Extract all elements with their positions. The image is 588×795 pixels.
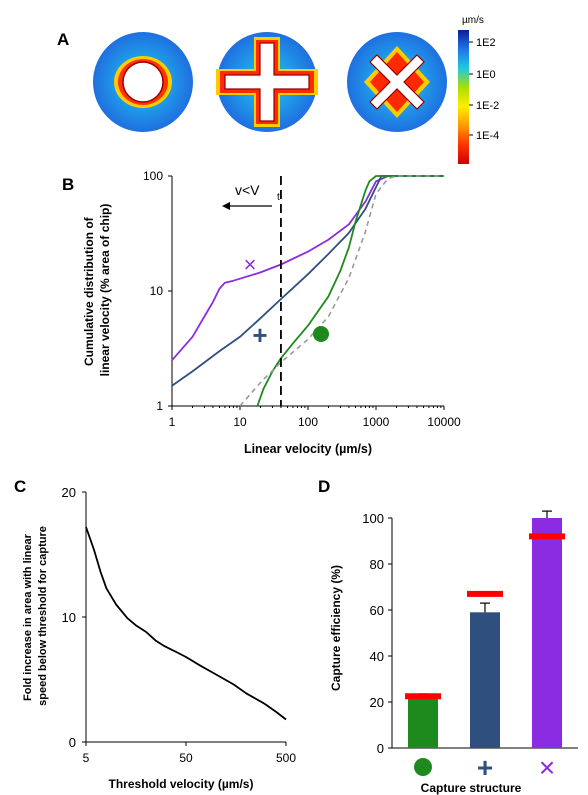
panel-d-plot: 0 20 40 60 80 100 + × <box>362 510 578 783</box>
panel-c-ylabel-line2: speed below threshold for capture <box>37 526 49 706</box>
marker-circle <box>313 326 329 342</box>
panel-d-ytick-label: 100 <box>362 511 384 526</box>
predicted-mark-circle <box>405 693 441 700</box>
panel-b-ytick-label: 1 <box>156 399 163 413</box>
bar-plus <box>470 612 500 748</box>
category-circle-icon <box>414 758 432 776</box>
panel-c-line <box>85 526 287 721</box>
panel-a: A µm/s 1E2 1E0 1E-2 1E-4 <box>57 15 499 164</box>
series-cross-line <box>171 175 444 361</box>
panel-b-ytick-label: 100 <box>143 169 163 183</box>
colorbar: µm/s 1E2 1E0 1E-2 1E-4 <box>458 15 499 164</box>
cross-post-shape <box>369 54 425 110</box>
panel-c-plot: 5 50 500 0 10 20 <box>62 485 297 765</box>
series-dashed-line <box>239 175 444 407</box>
panel-b-xtick-label: 100 <box>298 415 318 429</box>
colorbar-gradient <box>458 30 469 164</box>
panel-d-xlabel: Capture structure <box>421 781 522 795</box>
panel-c-ylabel-line1: Fold increase in area with linear <box>22 533 34 701</box>
bar-cross <box>532 518 562 748</box>
category-plus-icon: + <box>477 752 493 783</box>
panel-b-xtick-label: 1 <box>169 415 176 429</box>
panel-d-ytick-label: 0 <box>377 741 384 756</box>
colorbar-tick-label: 1E-4 <box>476 130 499 142</box>
series-circle-line <box>256 175 444 407</box>
panel-b-xtick-label: 1000 <box>363 415 390 429</box>
bar-circle <box>408 697 438 748</box>
panel-b-xtick-label: 10 <box>233 415 247 429</box>
panel-c-ytick-label: 0 <box>69 735 76 750</box>
panel-d-ytick-label: 40 <box>370 649 384 664</box>
panel-d-ytick-label: 20 <box>370 695 384 710</box>
colorbar-tick-label: 1E0 <box>476 69 496 81</box>
panel-b-xlabel: Linear velocity (µm/s) <box>244 442 372 456</box>
panel-c-xlabel: Threshold velocity (µm/s) <box>109 777 254 791</box>
panel-d-ytick-label: 60 <box>370 603 384 618</box>
heatmap-cross-structure <box>347 32 447 132</box>
threshold-arrow-head <box>222 202 230 210</box>
category-cross-icon: × <box>539 752 555 783</box>
panel-d-label: D <box>318 477 330 496</box>
predicted-mark-cross <box>529 533 565 540</box>
panel-c-ytick-label: 20 <box>62 485 76 500</box>
heatmap-circle-structure <box>93 32 193 132</box>
panel-b-ytick-label: 10 <box>150 284 164 298</box>
marker-cross: × <box>244 252 257 277</box>
series-plus-line <box>171 175 444 387</box>
panel-d-ytick-label: 80 <box>370 557 384 572</box>
panel-c-ylabel: Fold increase in area with linear speed … <box>22 526 49 706</box>
panel-c-label: C <box>14 477 26 496</box>
panel-b-plot: 1 10 100 1000 10000 1 10 100 v<V t × + <box>143 169 461 429</box>
panel-b-xtick-label: 10000 <box>427 415 461 429</box>
panel-b-ylabel-line2: linear velocity (% area of chip) <box>98 204 112 377</box>
predicted-mark-plus <box>467 590 503 597</box>
circle-post-shape <box>122 61 164 103</box>
panel-d: D Capture efficiency (%) Capture structu… <box>318 477 578 795</box>
threshold-label-sub: t <box>277 192 280 203</box>
marker-plus: + <box>252 320 267 350</box>
panel-b-ylabel-line1: Cumulative distribution of <box>82 216 96 366</box>
panel-a-label: A <box>57 30 69 49</box>
panel-b-label: B <box>62 175 74 194</box>
panel-b: B Cumulative distribution of linear velo… <box>62 169 461 456</box>
panel-c-xtick-label: 500 <box>276 751 296 765</box>
colorbar-tick-label: 1E-2 <box>476 100 499 112</box>
panel-b-ylabel: Cumulative distribution of linear veloci… <box>82 204 112 377</box>
panel-d-ylabel: Capture efficiency (%) <box>329 565 343 691</box>
threshold-label: v<V <box>235 182 260 198</box>
colorbar-unit: µm/s <box>462 15 484 26</box>
panel-c-ytick-label: 10 <box>62 610 76 625</box>
panel-c-xtick-label: 5 <box>83 751 90 765</box>
panel-c-xtick-label: 50 <box>179 751 193 765</box>
plus-post-shape <box>224 42 310 122</box>
heatmap-plus-structure <box>216 32 318 132</box>
panel-c: C Fold increase in area with linear spee… <box>14 477 296 791</box>
colorbar-tick-label: 1E2 <box>476 37 496 49</box>
